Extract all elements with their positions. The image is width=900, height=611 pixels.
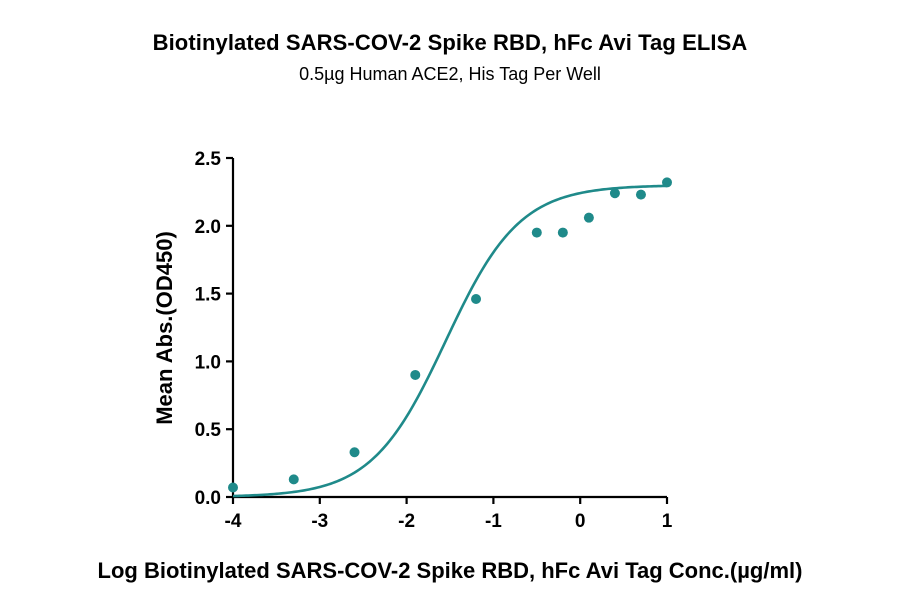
axes: 0.0 0.5 1.0 1.5 2.0 2.5 -4 -3 -2 -1 0 1: [195, 149, 673, 532]
data-point: [609, 188, 620, 199]
x-tick-label: -2: [398, 511, 415, 532]
data-points-layer: [228, 177, 672, 493]
y-tick-label: 1.0: [195, 352, 221, 373]
data-point: [662, 177, 672, 188]
data-point: [471, 294, 482, 305]
x-tick-label: -1: [485, 511, 502, 532]
data-point: [228, 482, 238, 493]
data-point: [288, 474, 299, 485]
fit-curve: [232, 184, 668, 498]
x-tick-label: 0: [575, 511, 586, 532]
x-axis-label: Log Biotinylated SARS-COV-2 Spike RBD, h…: [98, 558, 803, 583]
y-tick-label: 2.5: [195, 149, 222, 170]
y-tick-label: 2.0: [195, 217, 221, 238]
data-point: [557, 227, 568, 238]
data-point: [349, 447, 360, 458]
y-tick-label: 0.5: [195, 420, 222, 441]
x-tick-label: 1: [662, 511, 673, 532]
y-tick-label: 0.0: [195, 488, 221, 509]
data-point: [531, 227, 542, 238]
y-axis-label: Mean Abs.(OD450): [152, 231, 177, 425]
chart-title: Biotinylated SARS-COV-2 Spike RBD, hFc A…: [152, 30, 748, 55]
x-tick-label: -3: [311, 511, 328, 532]
y-tick-label: 1.5: [195, 285, 222, 306]
x-tick-label: -4: [225, 511, 242, 532]
data-point: [635, 189, 646, 200]
fit-curve-layer: [232, 184, 668, 498]
chart-subtitle: 0.5µg Human ACE2, His Tag Per Well: [299, 64, 601, 84]
data-point: [583, 212, 594, 223]
data-point: [410, 369, 421, 380]
